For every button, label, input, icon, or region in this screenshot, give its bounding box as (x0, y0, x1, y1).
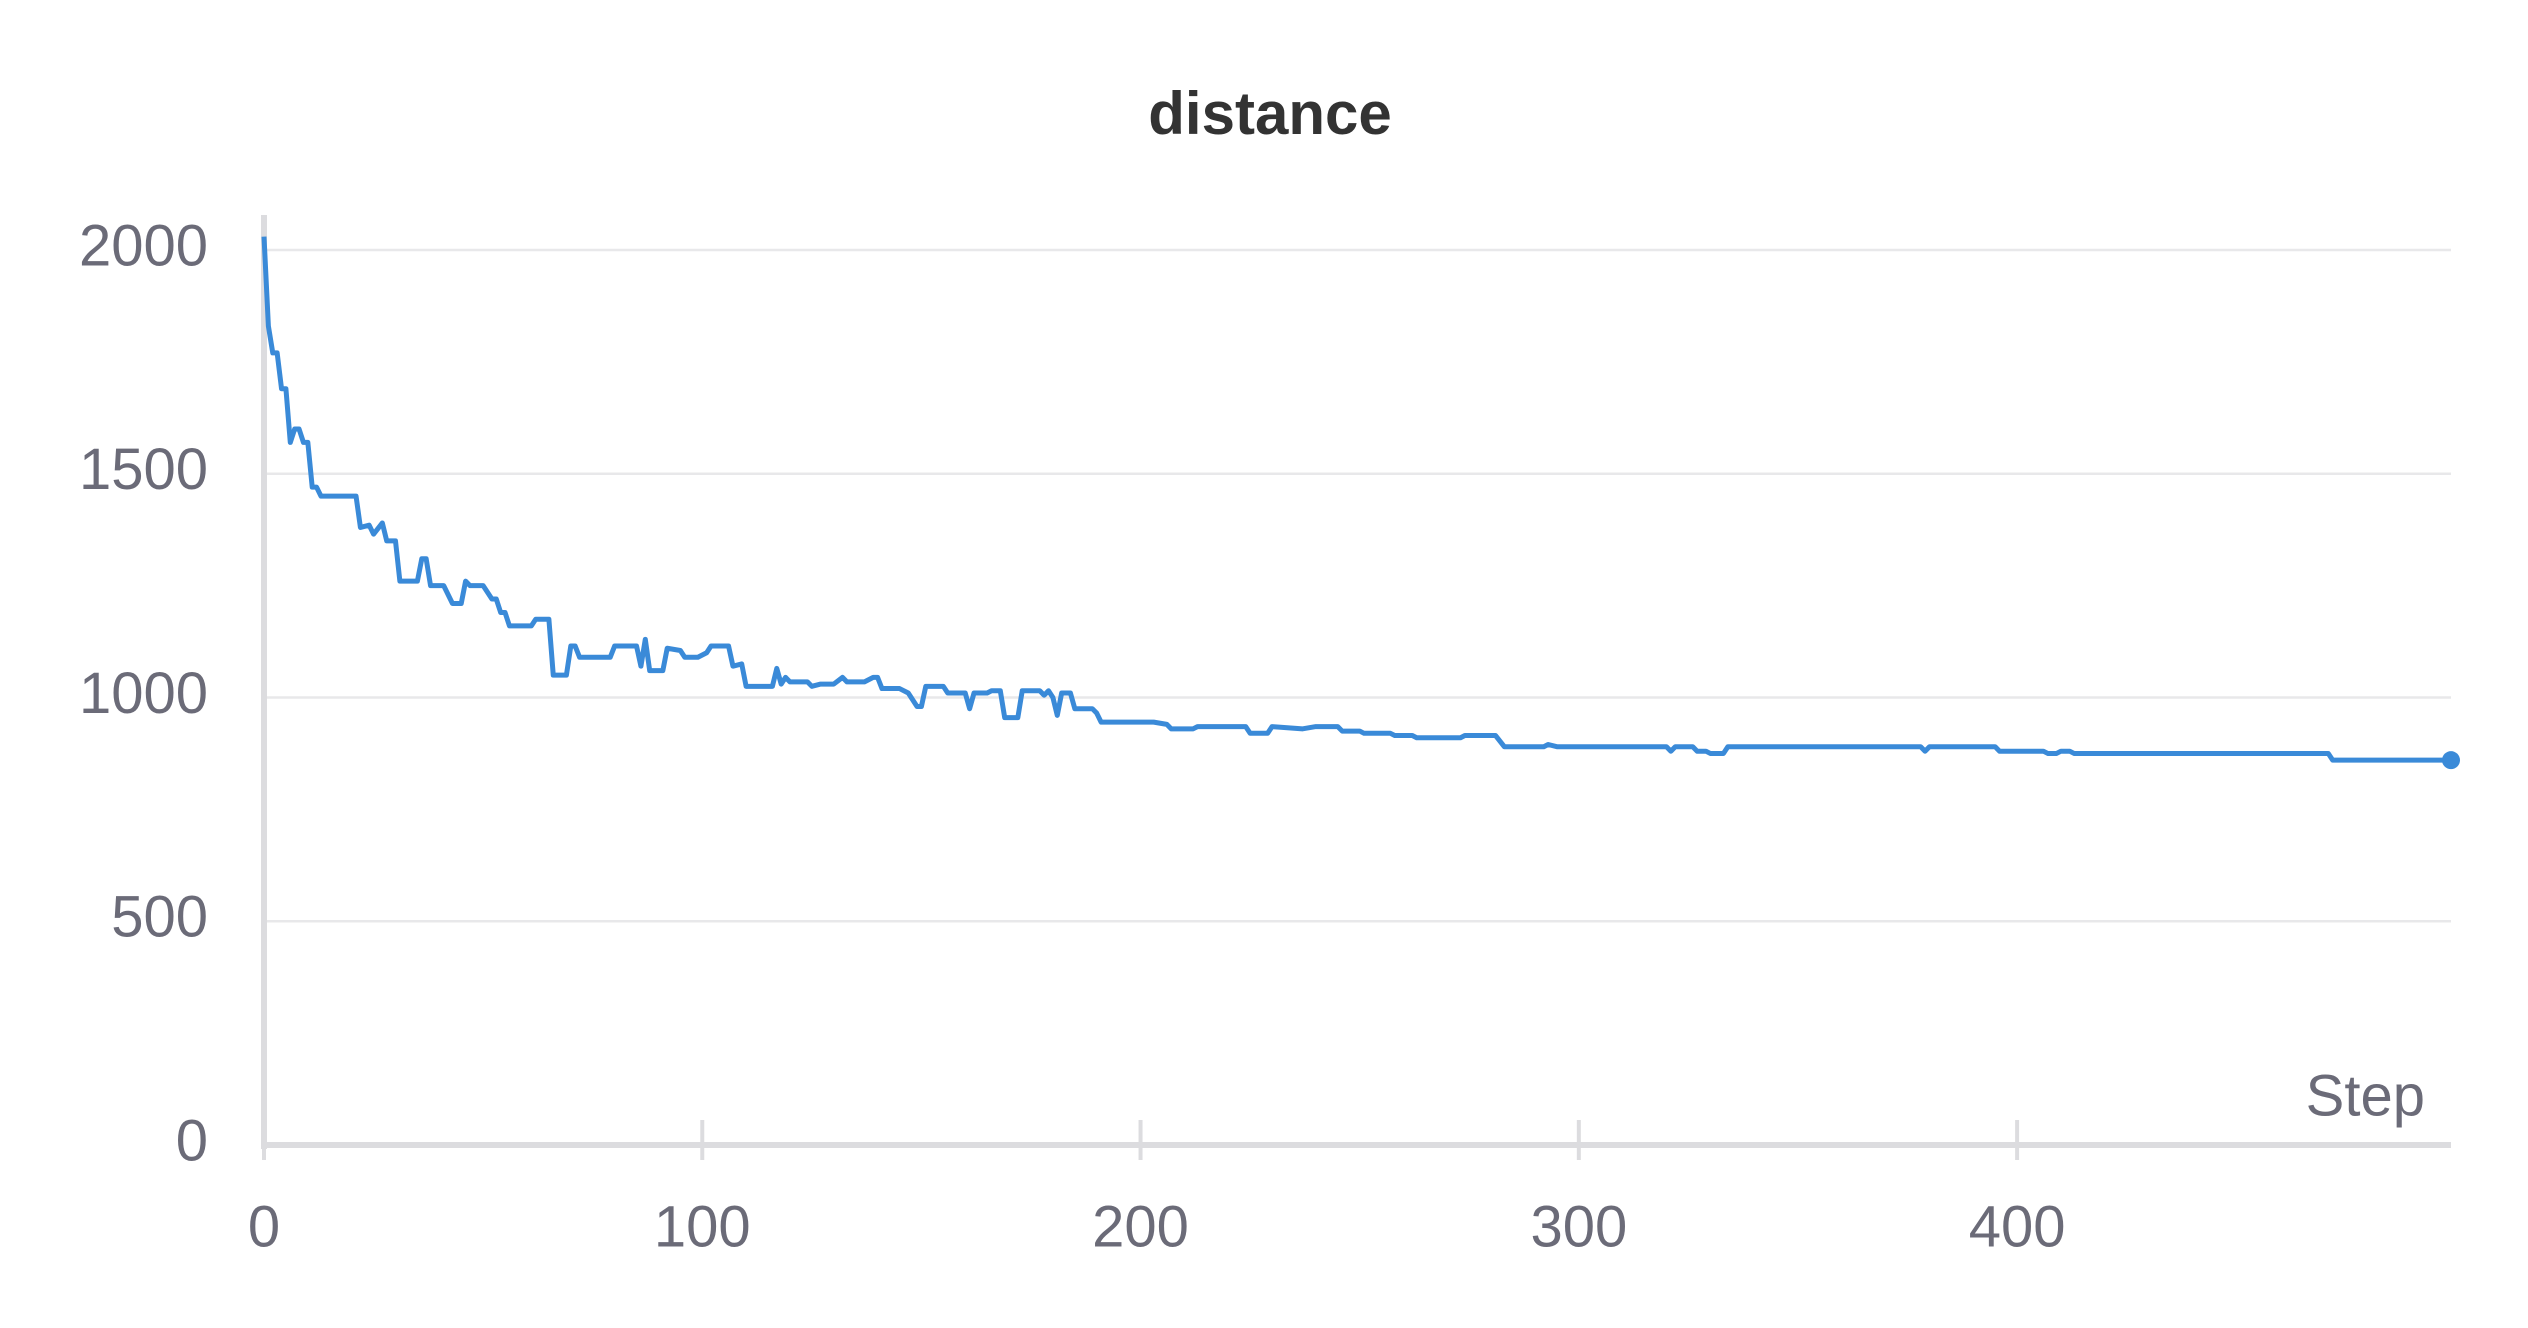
x-tick-label: 400 (1969, 1194, 2066, 1259)
chart-title: distance (1148, 80, 1391, 147)
x-axis-label: Step (2306, 1063, 2425, 1128)
y-tick-label: 500 (111, 885, 208, 950)
y-tick-label: 0 (176, 1108, 208, 1173)
end-point (2442, 751, 2460, 770)
x-tick-label: 300 (1530, 1194, 1627, 1259)
data-line (261, 236, 2451, 763)
y-tick-label: 1000 (79, 661, 208, 726)
x-tick-label: 100 (654, 1194, 751, 1259)
y-tick-label: 1500 (79, 437, 208, 502)
x-tick-label: 0 (248, 1194, 280, 1259)
y-tick-label: 2000 (79, 213, 208, 278)
x-tick-label: 200 (1092, 1194, 1189, 1259)
